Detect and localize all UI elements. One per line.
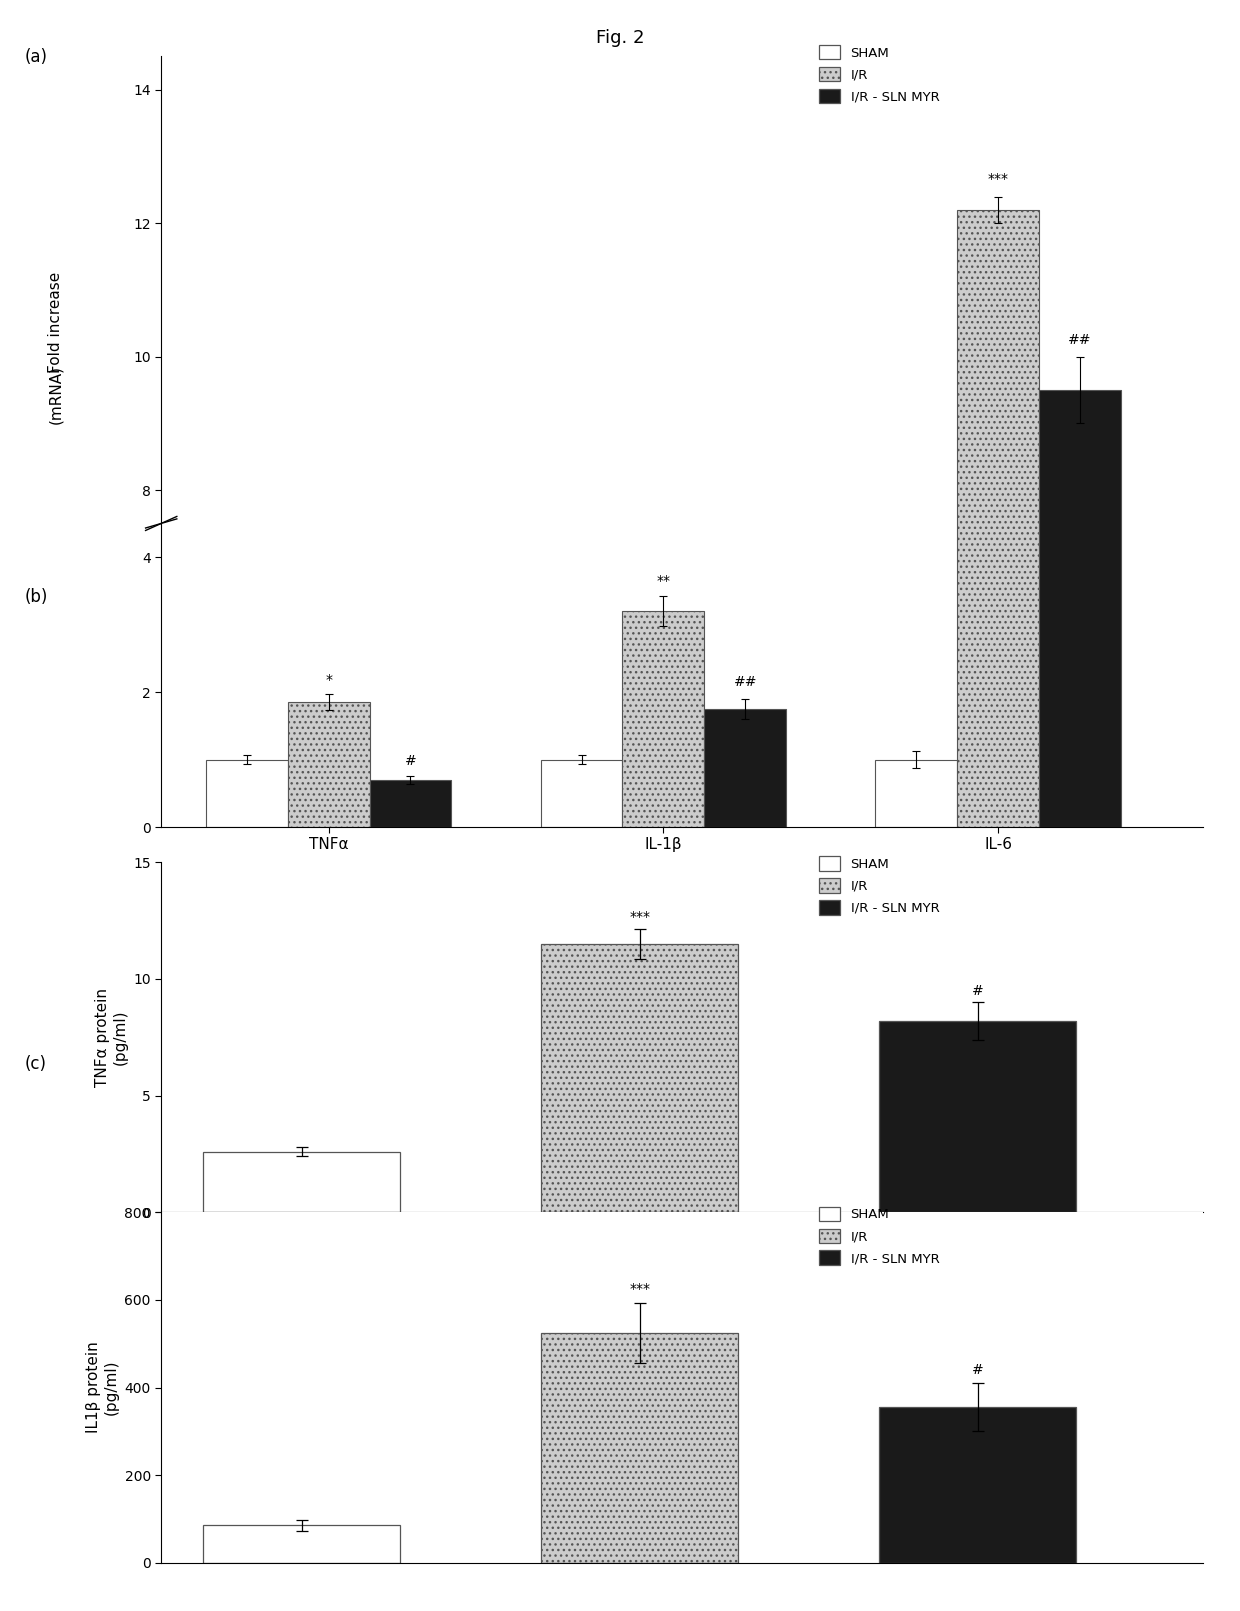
Bar xyxy=(541,944,738,1213)
Bar xyxy=(206,759,288,826)
Legend: SHAM, I/R, I/R - SLN MYR: SHAM, I/R, I/R - SLN MYR xyxy=(813,851,945,920)
Bar xyxy=(704,709,786,826)
Text: **: ** xyxy=(656,574,671,588)
Y-axis label: IL1β protein
(pg/ml): IL1β protein (pg/ml) xyxy=(87,1342,119,1434)
Bar xyxy=(879,1021,1076,1213)
Legend: SHAM, I/R, I/R - SLN MYR: SHAM, I/R, I/R - SLN MYR xyxy=(813,40,945,108)
Text: (mRNA): (mRNA) xyxy=(48,366,63,424)
Text: #: # xyxy=(972,984,983,997)
Text: ##: ## xyxy=(734,675,756,690)
Bar xyxy=(622,810,704,1025)
Text: #: # xyxy=(972,1363,983,1376)
Bar xyxy=(875,759,957,826)
Bar xyxy=(879,1408,1076,1563)
Bar xyxy=(1039,390,1121,1025)
Text: ***: *** xyxy=(629,1282,650,1297)
Text: (a): (a) xyxy=(25,48,48,66)
Text: ***: *** xyxy=(629,910,650,925)
Bar xyxy=(622,611,704,826)
Bar xyxy=(704,907,786,1025)
Text: *: * xyxy=(325,673,332,686)
Bar xyxy=(541,1332,738,1563)
Bar xyxy=(288,901,370,1025)
Text: (c): (c) xyxy=(25,1055,47,1073)
Text: Fold increase: Fold increase xyxy=(48,272,63,372)
Bar xyxy=(370,780,451,826)
Bar xyxy=(206,957,288,1025)
Legend: SHAM, I/R, I/R - SLN MYR: SHAM, I/R, I/R - SLN MYR xyxy=(813,1202,945,1271)
Text: ##: ## xyxy=(1069,332,1091,346)
Bar xyxy=(288,702,370,826)
Bar xyxy=(957,209,1039,1025)
Bar xyxy=(203,1152,401,1213)
Text: ***: *** xyxy=(988,172,1008,187)
Bar xyxy=(875,957,957,1025)
Bar xyxy=(541,957,622,1025)
Bar xyxy=(1039,187,1121,826)
Bar xyxy=(957,3,1039,826)
Bar xyxy=(541,759,622,826)
Text: Fig. 2: Fig. 2 xyxy=(595,29,645,47)
Bar xyxy=(203,1526,401,1563)
Y-axis label: TNFα protein
(pg/ml): TNFα protein (pg/ml) xyxy=(95,988,128,1087)
Bar xyxy=(370,978,451,1025)
Text: (b): (b) xyxy=(25,588,48,606)
Text: #: # xyxy=(404,754,417,768)
